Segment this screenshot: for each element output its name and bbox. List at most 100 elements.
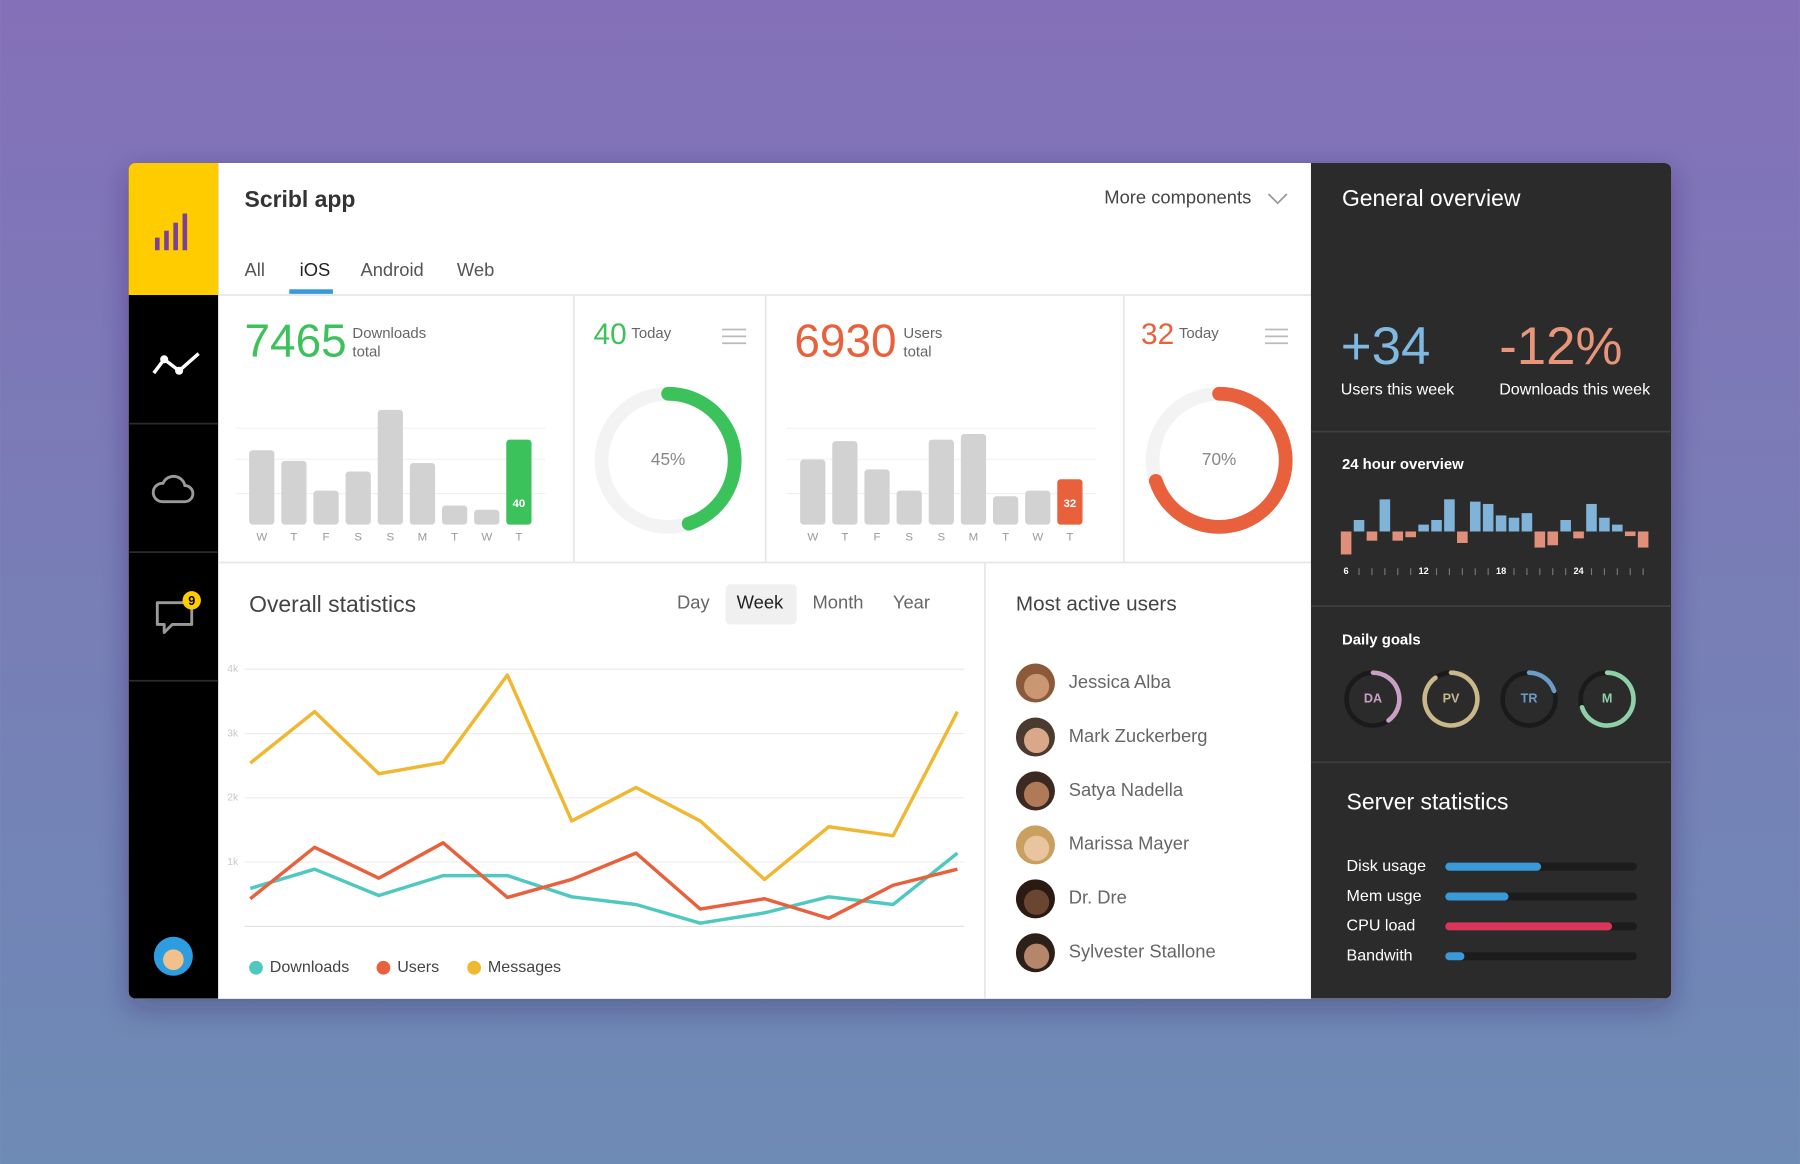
sidebar-dividers — [128, 422, 219, 682]
period-tab[interactable]: Year — [893, 592, 930, 613]
server-label: Bandwith — [1347, 946, 1413, 964]
server-bar — [1445, 952, 1465, 961]
hourly-bar — [1624, 531, 1636, 537]
server-label: Mem usge — [1347, 887, 1422, 905]
user-avatar-face — [1023, 835, 1050, 861]
goals-title: Daily goals — [1342, 631, 1421, 648]
overview-stat-label: Downloads this week — [1499, 381, 1651, 399]
overall-title: Overall statistics — [249, 591, 416, 617]
tab[interactable]: Web — [457, 259, 494, 280]
hourly-bar — [1637, 531, 1649, 548]
users-today: 32 — [1141, 318, 1174, 351]
period-tab-active[interactable]: Week — [737, 592, 784, 613]
bar — [409, 463, 436, 525]
hourly-bar — [1482, 503, 1494, 532]
x-tick-label: W — [807, 531, 818, 543]
y-tick-label: 4k — [227, 664, 239, 675]
period-tab[interactable]: Day — [677, 592, 710, 613]
server-bar — [1445, 922, 1613, 931]
more-components[interactable]: More components — [1104, 186, 1251, 207]
tab-underline — [289, 289, 333, 294]
tab[interactable]: All — [245, 259, 265, 280]
menu-icon[interactable] — [1265, 328, 1289, 345]
bar — [281, 460, 307, 525]
x-tick-label: 24 — [1573, 566, 1584, 576]
user-name[interactable]: Jessica Alba — [1069, 671, 1172, 692]
period-active-bg — [725, 584, 797, 625]
cloud-icon[interactable] — [151, 474, 195, 504]
downloads-today: 40 — [594, 318, 627, 351]
user-name[interactable]: Dr. Dre — [1069, 887, 1127, 908]
tab-active[interactable]: iOS — [300, 259, 331, 280]
goal-arc — [1579, 670, 1636, 728]
user-name[interactable]: Mark Zuckerberg — [1069, 725, 1208, 746]
goal-label: PV — [1443, 691, 1460, 705]
x-tick-label: 6 — [1344, 566, 1349, 576]
line-series — [249, 841, 958, 921]
bar — [345, 471, 371, 525]
hourly-bar — [1586, 503, 1597, 532]
legend-swatch — [249, 960, 263, 975]
bar — [800, 459, 826, 525]
bar — [992, 496, 1019, 525]
bar — [896, 490, 922, 525]
hourly-bar — [1431, 520, 1442, 532]
bar — [377, 409, 403, 525]
badge-count: 9 — [188, 594, 195, 608]
goal-arc — [1370, 670, 1402, 723]
bar — [474, 509, 500, 525]
bar — [960, 433, 987, 525]
trend-icon[interactable] — [152, 352, 200, 375]
hourly-bar — [1457, 531, 1468, 543]
y-tick-label: 2k — [227, 793, 239, 804]
bar — [506, 439, 532, 525]
user-avatar-face — [1023, 673, 1050, 700]
donut-arc — [1148, 386, 1293, 534]
x-tick-label: T — [515, 531, 522, 543]
app-title: Scribl app — [245, 186, 356, 212]
line-series — [249, 673, 959, 882]
goal-label: DA — [1364, 691, 1382, 705]
overview-panel — [1310, 163, 1672, 999]
x-tick-label: T — [290, 531, 297, 543]
goal-label: TR — [1521, 691, 1538, 705]
hourly-bar — [1560, 520, 1571, 532]
line-series — [249, 851, 959, 925]
downloads-label: Downloads — [352, 325, 426, 342]
user-name[interactable]: Satya Nadella — [1069, 779, 1184, 800]
badge — [182, 591, 201, 610]
tab[interactable]: Android — [360, 259, 423, 280]
user-avatar-face — [1023, 943, 1050, 969]
bar — [864, 469, 890, 525]
bar-value-label: 32 — [1064, 498, 1077, 510]
bar-value-label: 40 — [513, 498, 526, 510]
overview-stat-label: Users this week — [1341, 381, 1455, 399]
downloads-sub: total — [352, 343, 380, 360]
legend-swatch — [467, 960, 482, 975]
users-total: 6930 — [794, 315, 896, 367]
period-tab[interactable]: Month — [812, 592, 863, 613]
overview-title: General overview — [1342, 185, 1521, 211]
y-tick-label: 3k — [227, 728, 239, 739]
x-tick-label: 18 — [1496, 566, 1506, 576]
bar — [928, 439, 954, 525]
hourly-bar — [1418, 524, 1429, 532]
user-name[interactable]: Marissa Mayer — [1069, 833, 1189, 854]
active-users-title: Most active users — [1016, 592, 1177, 615]
hourly-bar — [1379, 499, 1391, 532]
hourly-bar — [1340, 531, 1352, 555]
hourly-bar — [1612, 524, 1623, 532]
bar — [313, 490, 339, 525]
users-label: Users — [903, 325, 942, 342]
dropdown-chevron[interactable] — [1267, 193, 1288, 205]
x-tick-label: W — [256, 531, 267, 543]
hourly-bar — [1534, 531, 1546, 548]
server-bar — [1445, 862, 1542, 871]
x-tick-label: 12 — [1418, 566, 1428, 576]
legend-label: Users — [397, 958, 439, 976]
menu-icon[interactable] — [722, 328, 747, 345]
hourly-bar — [1392, 531, 1404, 541]
user-name[interactable]: Sylvester Stallone — [1069, 941, 1216, 962]
